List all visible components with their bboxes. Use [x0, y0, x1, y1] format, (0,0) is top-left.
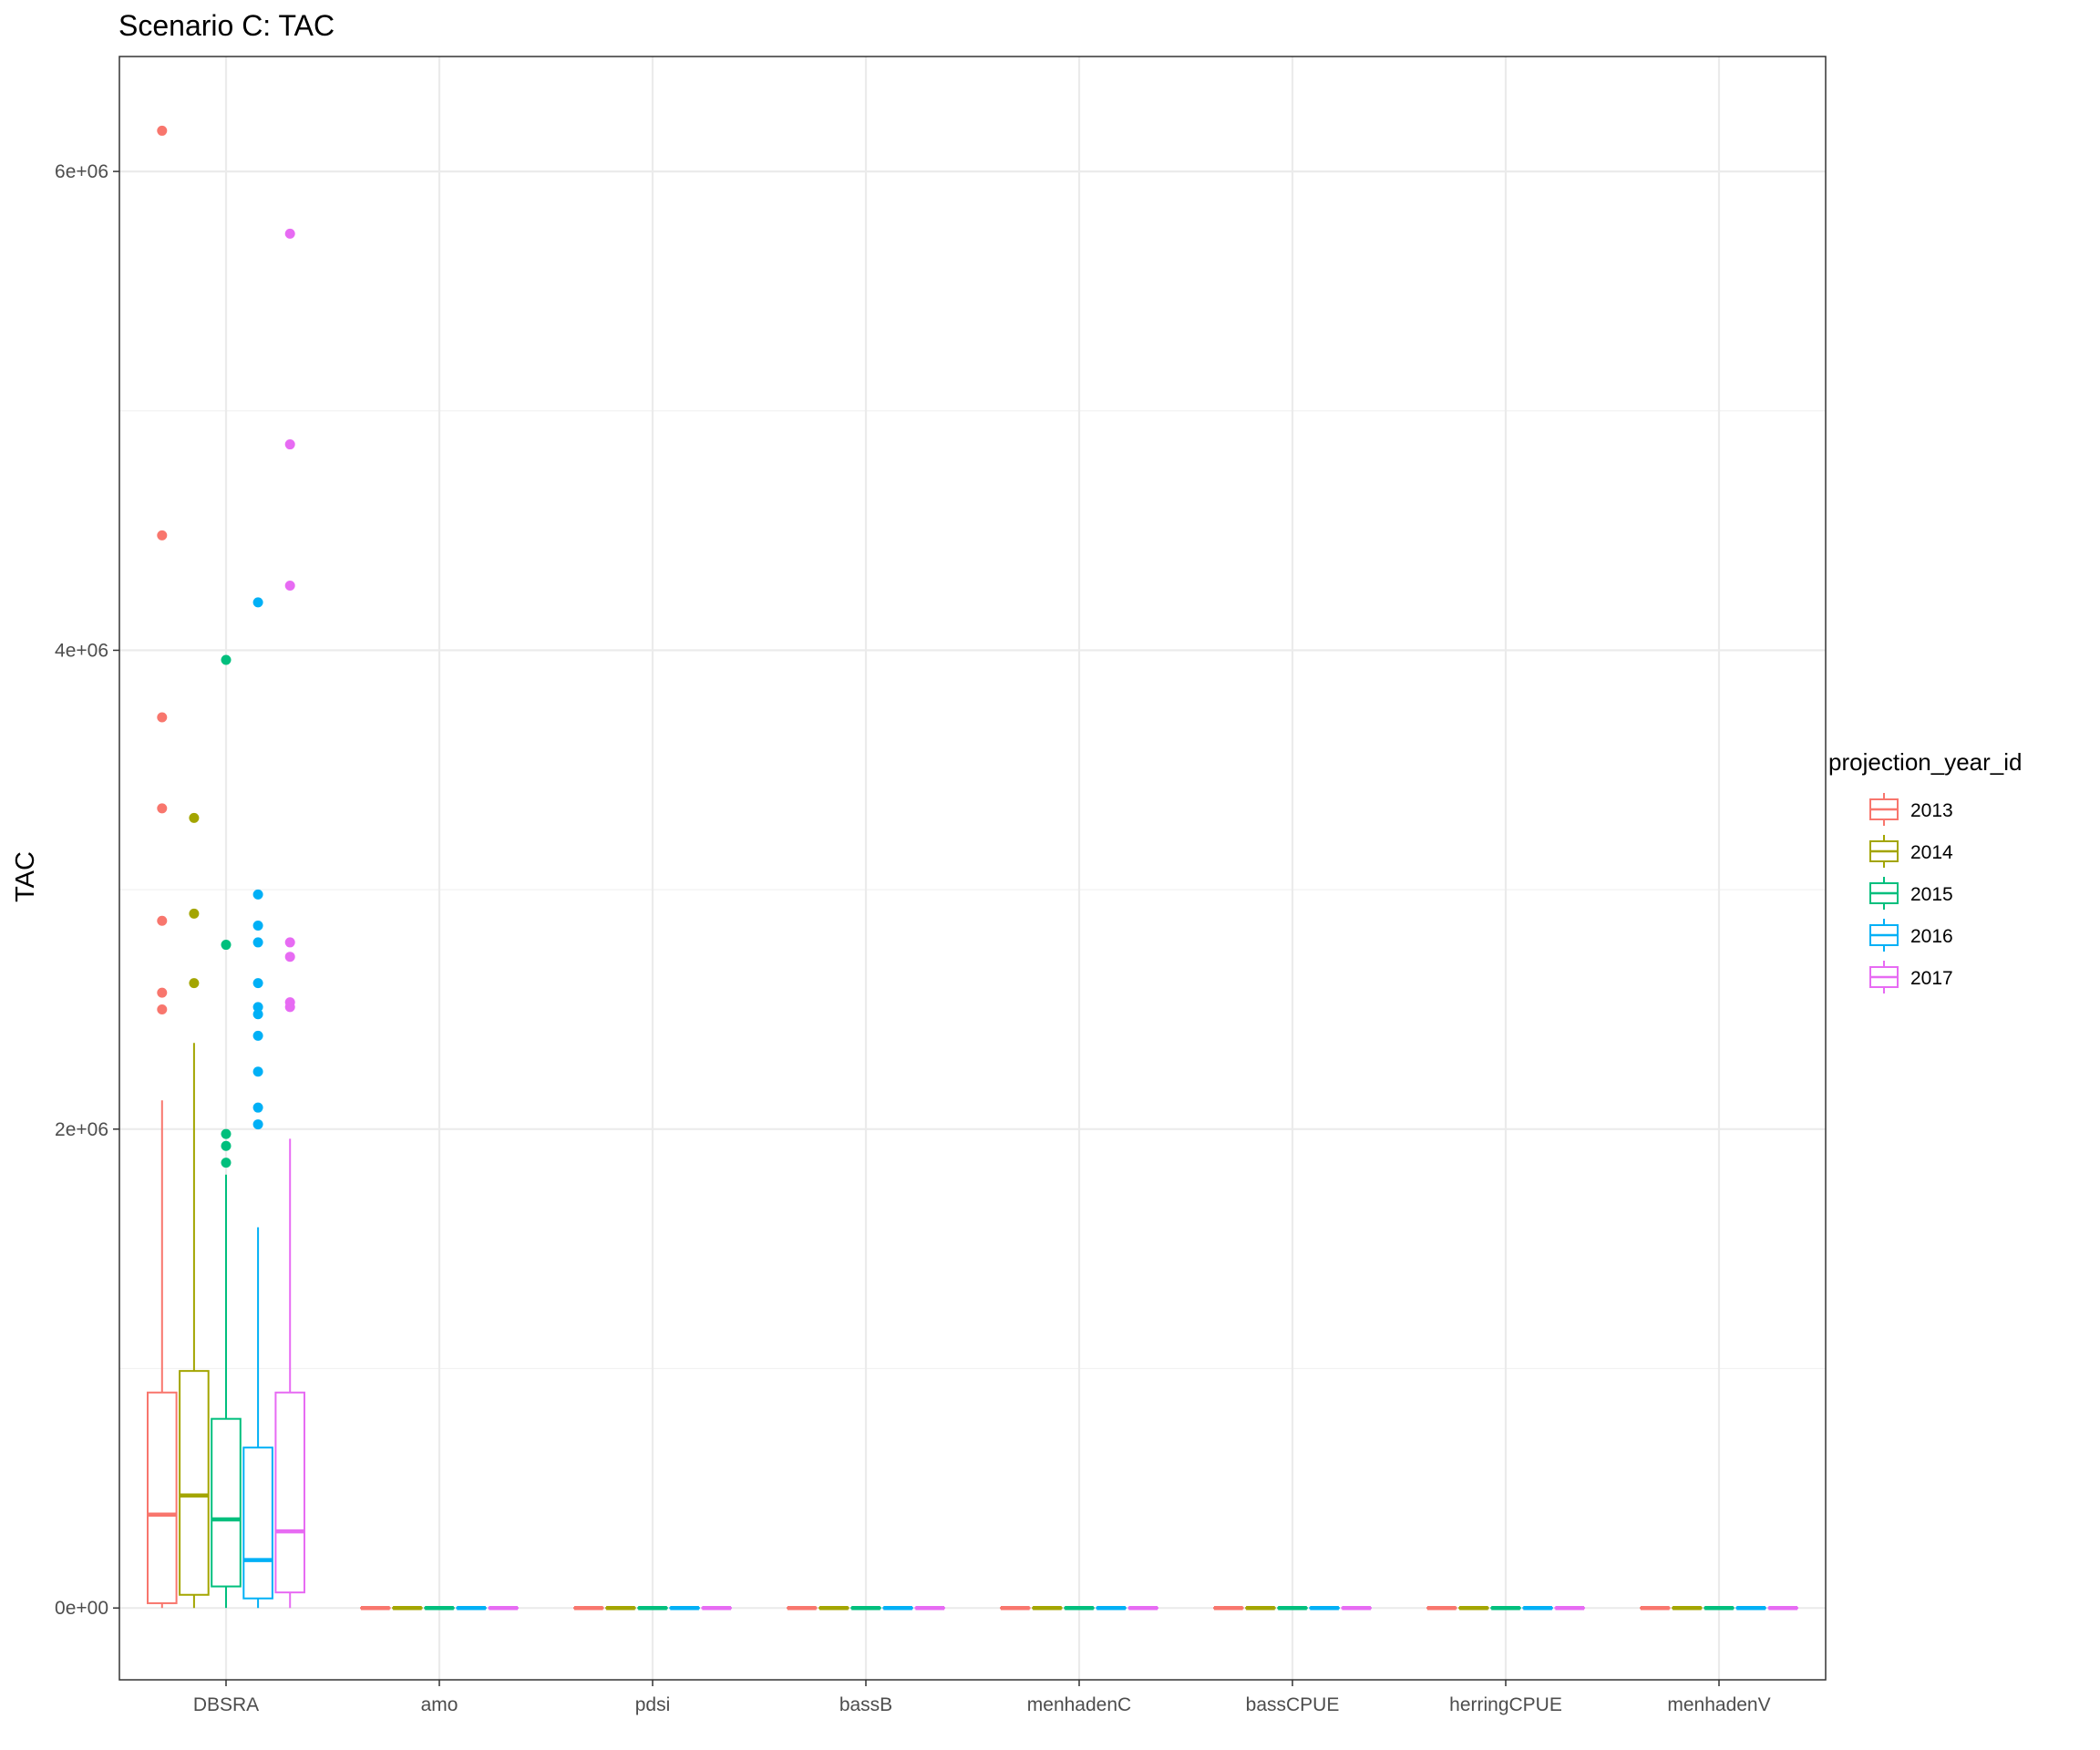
outlier-point — [284, 581, 295, 592]
outlier-point — [252, 1002, 263, 1013]
outlier-point — [284, 228, 295, 239]
legend-item-2013: 2013 — [1869, 793, 1953, 826]
outlier-point — [157, 712, 168, 723]
y-tick-label: 0e+00 — [55, 1598, 108, 1619]
chart-title: Scenario C: TAC — [118, 9, 335, 42]
outlier-point — [252, 1119, 263, 1130]
outlier-point — [157, 1004, 168, 1014]
box-2014-DBSRA — [179, 1370, 210, 1596]
outlier-point — [157, 987, 168, 998]
legend: projection_year_id 2013 2014 2015 2016 2017 — [1828, 748, 2022, 993]
panel-background — [119, 57, 1826, 1680]
box-2015-DBSRA — [211, 1417, 242, 1588]
legend-label: 2013 — [1910, 800, 1953, 821]
x-tick-label: menhadenV — [1667, 1694, 1770, 1715]
outlier-point — [284, 937, 295, 948]
outlier-point — [252, 1102, 263, 1113]
legend-item-2016: 2016 — [1869, 919, 1953, 952]
outlier-point — [252, 1030, 263, 1041]
outlier-point — [252, 889, 263, 900]
legend-label: 2016 — [1910, 926, 1953, 947]
panel-border — [118, 56, 1827, 1681]
box-2017-DBSRA — [274, 1391, 305, 1594]
y-tick-label: 2e+06 — [55, 1119, 108, 1140]
box-2013-DBSRA — [147, 1391, 178, 1604]
y-tick-label: 6e+06 — [55, 161, 108, 182]
outlier-point — [284, 1002, 295, 1013]
plot-panel — [119, 57, 1826, 1680]
outlier-point — [189, 978, 200, 989]
outlier-point — [221, 1158, 232, 1168]
legend-label: 2017 — [1910, 968, 1953, 989]
outlier-point — [252, 597, 263, 608]
outlier-point — [189, 812, 200, 823]
x-tick-label: DBSRA — [193, 1694, 259, 1715]
legend-item-2014: 2014 — [1869, 835, 1953, 868]
outlier-point — [252, 1009, 263, 1020]
axes: 0e+00 2e+06 4e+06 6e+06 DBSRA amo pdsi bassB men… — [55, 56, 1827, 1715]
outlier-point — [221, 654, 232, 665]
outlier-point — [252, 921, 263, 932]
outlier-point — [252, 937, 263, 948]
outlier-point — [157, 125, 168, 136]
y-axis-label: TAC — [11, 851, 40, 902]
outlier-point — [221, 1140, 232, 1151]
legend-label: 2015 — [1910, 884, 1953, 905]
legend-title: projection_year_id — [1828, 748, 2022, 776]
outlier-point — [221, 940, 232, 951]
outlier-point — [157, 915, 168, 926]
x-tick-label: pdsi — [635, 1694, 671, 1715]
outlier-point — [252, 978, 263, 989]
outlier-point — [157, 530, 168, 540]
box-2016-DBSRA — [242, 1446, 273, 1600]
outlier-point — [221, 1128, 232, 1139]
outlier-point — [284, 439, 295, 450]
x-tick-label: bassCPUE — [1246, 1694, 1340, 1715]
outlier-point — [157, 803, 168, 814]
x-tick-label: herringCPUE — [1449, 1694, 1562, 1715]
boxplot-marks — [147, 125, 1798, 1611]
x-tick-label: amo — [421, 1694, 458, 1715]
y-tick-label: 4e+06 — [55, 640, 108, 661]
legend-item-2015: 2015 — [1869, 877, 1953, 910]
outlier-point — [189, 908, 200, 919]
outlier-point — [284, 952, 295, 962]
legend-item-2017: 2017 — [1869, 961, 1953, 993]
x-tick-label: bassB — [839, 1694, 892, 1715]
x-tick-label: menhadenC — [1027, 1694, 1131, 1715]
outlier-point — [252, 1066, 263, 1077]
legend-label: 2014 — [1910, 842, 1953, 863]
